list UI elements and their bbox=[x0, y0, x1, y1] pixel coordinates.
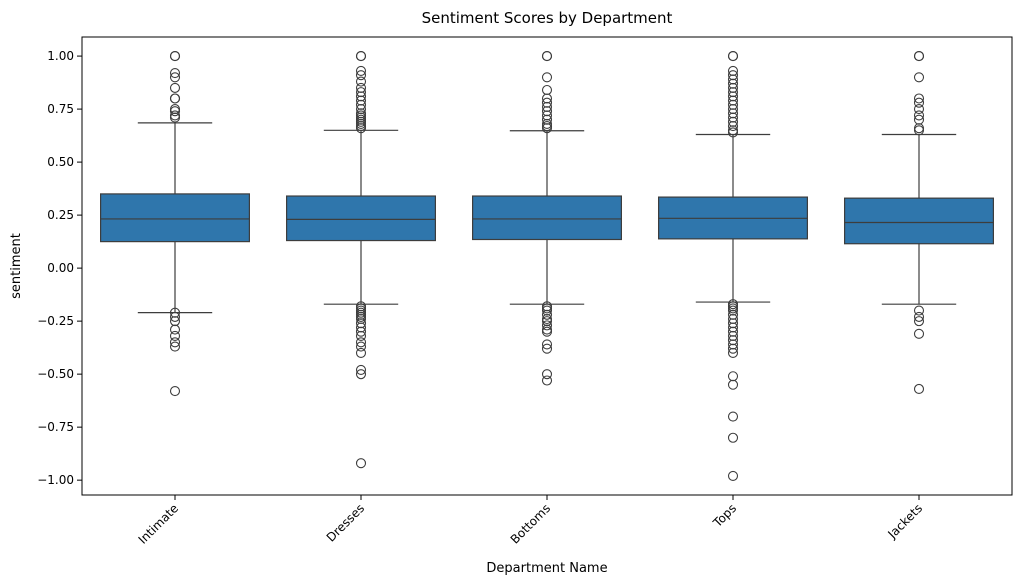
outlier-point bbox=[727, 379, 739, 390]
outlier-point bbox=[541, 123, 553, 134]
y-tick-label: −1.00 bbox=[37, 473, 74, 487]
outlier-point bbox=[913, 97, 925, 108]
outlier-point bbox=[727, 343, 739, 354]
outlier-point bbox=[913, 125, 925, 136]
outlier-point bbox=[727, 432, 739, 443]
outlier-point bbox=[355, 326, 367, 337]
y-tick-label: 0.25 bbox=[47, 208, 74, 222]
outlier-point bbox=[169, 386, 181, 397]
outlier-point bbox=[913, 328, 925, 339]
outlier-point bbox=[169, 82, 181, 93]
outlier-point bbox=[169, 337, 181, 348]
outlier-point bbox=[355, 364, 367, 375]
outlier-point bbox=[169, 311, 181, 322]
outlier-point bbox=[355, 341, 367, 352]
outlier-point bbox=[355, 123, 367, 134]
outlier-point bbox=[727, 347, 739, 358]
outlier-point bbox=[727, 470, 739, 481]
iqr-box bbox=[99, 193, 251, 243]
x-tick-label: Jackets bbox=[885, 501, 926, 542]
y-axis-label: sentiment bbox=[9, 233, 24, 299]
y-tick-label: 0.00 bbox=[47, 261, 74, 275]
outlier-point bbox=[541, 369, 553, 380]
outlier-point bbox=[541, 84, 553, 96]
outlier-point bbox=[541, 51, 553, 62]
outlier-point bbox=[169, 330, 181, 342]
x-axis-label: Department Name bbox=[486, 561, 607, 576]
outlier-point bbox=[727, 127, 739, 138]
iqr-box bbox=[286, 195, 437, 242]
outlier-point bbox=[541, 121, 553, 132]
y-tick-label: 0.75 bbox=[47, 102, 74, 116]
outlier-point bbox=[541, 343, 553, 354]
y-tick-label: −0.75 bbox=[37, 420, 74, 434]
y-tick-label: 0.50 bbox=[47, 155, 74, 169]
outlier-point bbox=[541, 339, 553, 350]
x-tick-label: Tops bbox=[710, 501, 739, 530]
outlier-point bbox=[355, 70, 367, 81]
iqr-box bbox=[843, 197, 994, 245]
outlier-point bbox=[727, 51, 739, 62]
outlier-point bbox=[913, 383, 925, 395]
outlier-point bbox=[541, 375, 553, 386]
outlier-point bbox=[541, 72, 553, 83]
outlier-point bbox=[727, 371, 739, 382]
outlier-point bbox=[913, 123, 925, 134]
outlier-point bbox=[169, 112, 181, 123]
iqr-box bbox=[472, 195, 623, 241]
outlier-point bbox=[355, 337, 367, 348]
outlier-point bbox=[541, 320, 553, 331]
outlier-point bbox=[913, 316, 925, 327]
outlier-point bbox=[355, 347, 367, 358]
outlier-point bbox=[169, 341, 181, 352]
outlier-point bbox=[913, 311, 925, 322]
plot-frame bbox=[81, 36, 1013, 496]
chart-title: Sentiment Scores by Department bbox=[422, 9, 673, 27]
outlier-point bbox=[913, 110, 925, 121]
outlier-point bbox=[169, 67, 181, 79]
outlier-point bbox=[541, 326, 553, 337]
outlier-point bbox=[169, 106, 181, 117]
outlier-point bbox=[169, 93, 181, 104]
outlier-point bbox=[169, 51, 181, 62]
outlier-point bbox=[355, 330, 367, 342]
outlier-point bbox=[355, 369, 367, 380]
outlier-point bbox=[355, 51, 367, 62]
outlier-point bbox=[913, 72, 925, 83]
outlier-point bbox=[913, 104, 925, 115]
outlier-point bbox=[169, 324, 181, 335]
y-tick-label: −0.50 bbox=[37, 367, 74, 381]
x-tick-label: Bottoms bbox=[508, 501, 553, 546]
outlier-point bbox=[355, 65, 367, 76]
outlier-point bbox=[727, 411, 739, 422]
x-tick-label: Dresses bbox=[324, 501, 367, 544]
y-tick-label: 1.00 bbox=[47, 49, 74, 63]
outlier-point bbox=[913, 51, 925, 62]
outlier-point bbox=[913, 93, 925, 104]
outlier-point bbox=[169, 72, 181, 83]
y-tick-label: −0.25 bbox=[37, 314, 74, 328]
outlier-point bbox=[355, 76, 367, 87]
outlier-point bbox=[355, 458, 367, 469]
outlier-point bbox=[541, 309, 553, 320]
outlier-point bbox=[913, 305, 925, 316]
x-tick-label: Intimate bbox=[136, 501, 181, 546]
outlier-point bbox=[727, 121, 739, 132]
